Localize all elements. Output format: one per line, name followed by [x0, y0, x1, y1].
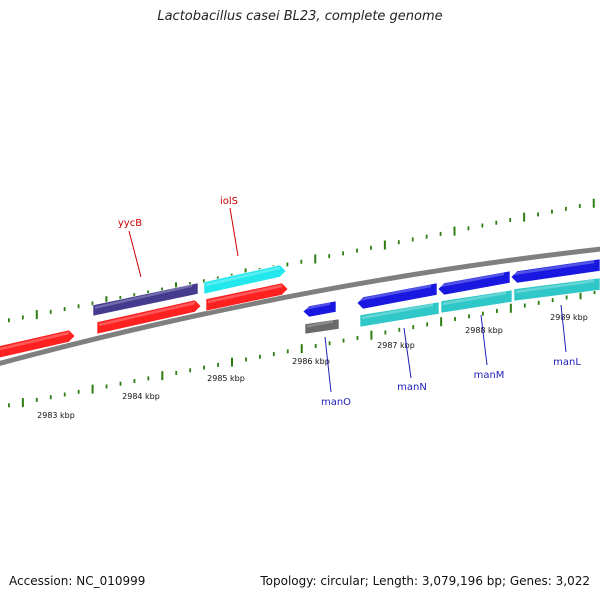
gene-arrow-manN-highlight: [359, 284, 431, 302]
scale-label: 2985 kbp: [207, 374, 245, 383]
scale-label: 2983 kbp: [37, 411, 75, 420]
gene-arrow-red-2-highlight: [99, 301, 195, 327]
gene-arrow-teal-3[interactable]: [513, 277, 600, 302]
gene-arrow-teal-1[interactable]: [359, 301, 440, 328]
gene-label-manN: manN: [397, 382, 427, 393]
gene-arrow-red-2[interactable]: [96, 299, 202, 335]
gene-features: [0, 258, 600, 360]
gene-arrow-teal-2[interactable]: [440, 289, 513, 314]
gene-arrow-gray[interactable]: [304, 318, 340, 335]
gene-label-yycB-leader: [128, 230, 142, 278]
gene-arrow-gray-highlight: [307, 320, 333, 328]
gene-label-manN-leader: [403, 327, 412, 379]
backbone-line: [0, 246, 600, 366]
labels: 2983 kbp 2984 kbp 2985 kbp 2986 kbp 2987 kbp…: [37, 196, 588, 420]
gene-arrow-manL[interactable]: [510, 258, 600, 284]
gene-label-manM: manM: [474, 370, 505, 381]
scale-label: 2984 kbp: [122, 392, 160, 401]
backbone: [0, 246, 600, 366]
gene-arrow-red-3-highlight: [208, 284, 282, 304]
scale-ticks: [8, 198, 596, 408]
scale-label: 2986 kbp: [292, 357, 330, 366]
gene-label-iolS-leader: [229, 207, 239, 257]
gene-arrow-teal-2-highlight: [443, 291, 506, 306]
gene-arrow-red-3[interactable]: [205, 282, 289, 312]
gene-label-iolS: iolS: [220, 196, 238, 207]
gene-label-manL: manL: [553, 357, 581, 368]
gene-label-manO-leader: [324, 336, 332, 393]
gene-label-yycB: yycB: [118, 218, 142, 229]
accession-text: Accession: NC_010999: [9, 574, 146, 588]
gene-arrow-manM-highlight: [440, 272, 504, 288]
summary-text: Topology: circular; Length: 3,079,196 bp…: [260, 574, 590, 588]
gene-arrow-manO-highlight: [305, 302, 330, 310]
gene-arrow-manM[interactable]: [437, 270, 511, 296]
gene-arrow-manN[interactable]: [356, 282, 438, 310]
scale-label: 2988 kbp: [465, 326, 503, 335]
gene-arrow-iolS-highlight: [206, 266, 280, 287]
scale-label: 2989 kbp: [550, 313, 588, 322]
genome-title: Lactobacillus casei BL23, complete genom…: [157, 9, 443, 24]
gene-arrow-manL-highlight: [513, 260, 594, 276]
gene-arrow-yycB-highlight: [95, 284, 192, 309]
gene-label-manO: manO: [321, 397, 351, 408]
scale-label: 2987 kbp: [377, 341, 415, 350]
gene-arrow-left-red-highlight: [0, 331, 69, 351]
gene-arrow-teal-1-highlight: [362, 303, 433, 320]
gene-arrow-iolS[interactable]: [203, 264, 287, 295]
gene-arrow-left-red[interactable]: [0, 329, 76, 360]
gene-arrow-yycB[interactable]: [92, 282, 199, 317]
gene-label-manL-leader: [560, 304, 567, 353]
gene-arrow-manO[interactable]: [302, 300, 337, 318]
gene-label-manM-leader: [480, 314, 488, 366]
gene-arrow-teal-3-highlight: [516, 279, 594, 294]
